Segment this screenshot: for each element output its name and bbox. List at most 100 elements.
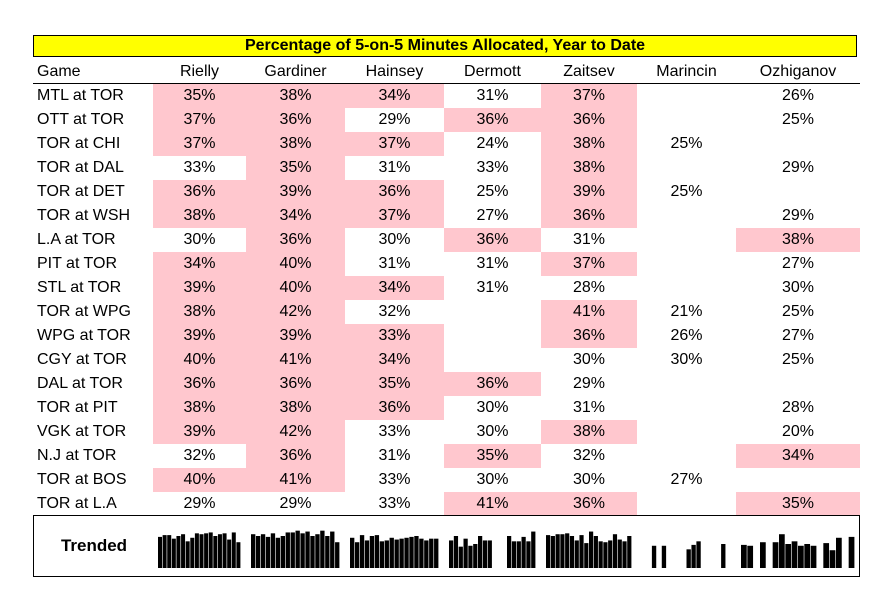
- marincin-cell: 25%: [670, 183, 703, 200]
- trend-bar-zaitsev: [589, 531, 594, 568]
- hainsey-cell: 37%: [345, 204, 444, 228]
- zaitsev-cell: 32%: [572, 447, 606, 464]
- trend-bar-ozhiganov: [798, 545, 804, 568]
- zaitsev-cell: 31%: [572, 231, 606, 248]
- gardiner-cell: 42%: [246, 300, 345, 324]
- table-header-row: Game Rielly Gardiner Hainsey Dermott Zai…: [33, 60, 860, 84]
- trend-bar-zaitsev: [617, 539, 622, 568]
- dermott-cell: 30%: [476, 423, 509, 440]
- marincin-cell: [637, 204, 736, 228]
- zaitsev-cell: 28%: [572, 279, 606, 296]
- trend-bar-ozhiganov: [810, 545, 817, 568]
- zaitsev-cell: 37%: [541, 84, 637, 108]
- game-cell: TOR at L.A: [37, 495, 117, 512]
- trend-panel: Trended: [33, 515, 860, 577]
- trend-bar-gardiner: [320, 530, 325, 568]
- table-title: Percentage of 5-on-5 Minutes Allocated, …: [33, 35, 857, 57]
- trend-bar-zaitsev: [584, 543, 589, 568]
- trend-bar-ozhiganov: [741, 544, 747, 568]
- trend-bar-gardiner: [275, 537, 281, 568]
- marincin-cell: [637, 108, 736, 132]
- game-cell: N.J at TOR: [37, 447, 117, 464]
- ozhiganov-cell: 27%: [781, 327, 815, 344]
- trend-bar-rielly: [208, 532, 213, 568]
- trend-bar-zaitsev: [622, 541, 627, 568]
- game-cell: PIT at TOR: [37, 255, 118, 272]
- dermott-cell: [444, 324, 541, 348]
- dermott-cell: 36%: [444, 372, 541, 396]
- trend-bar-hainsey: [374, 535, 380, 568]
- minutes-table: Game Rielly Gardiner Hainsey Dermott Zai…: [33, 60, 860, 516]
- zaitsev-cell: 31%: [572, 399, 606, 416]
- dermott-cell: 31%: [476, 255, 509, 272]
- zaitsev-cell: 36%: [541, 108, 637, 132]
- gardiner-cell: 42%: [246, 420, 345, 444]
- marincin-cell: [637, 84, 736, 108]
- trend-bar-rielly: [204, 533, 209, 568]
- gardiner-cell: 41%: [246, 348, 345, 372]
- ozhiganov-cell: 27%: [781, 255, 815, 272]
- ozhiganov-cell: [736, 180, 860, 204]
- trend-bar-marincin: [696, 541, 701, 568]
- dermott-cell: [444, 348, 541, 372]
- dermott-cell: 36%: [444, 108, 541, 132]
- marincin-cell: 30%: [670, 351, 703, 368]
- table-row: TOR at BOS 40% 41% 33% 30% 30% 27%: [33, 468, 860, 492]
- hainsey-cell: 33%: [378, 471, 411, 488]
- trend-bar-zaitsev: [569, 536, 575, 568]
- ozhiganov-cell: 25%: [781, 303, 815, 320]
- trend-bar-gardiner: [295, 530, 300, 568]
- table-row: VGK at TOR 39% 42% 33% 30% 38% 20%: [33, 420, 860, 444]
- dermott-cell: 36%: [444, 228, 541, 252]
- ozhiganov-cell: 25%: [781, 111, 815, 128]
- table-row: TOR at L.A 29% 29% 33% 41% 36% 35%: [33, 492, 860, 516]
- trend-sparklines: [158, 530, 855, 568]
- trend-bar-hainsey: [394, 539, 399, 568]
- table-row: STL at TOR 39% 40% 34% 31% 28% 30%: [33, 276, 860, 300]
- rielly-cell: 36%: [153, 372, 246, 396]
- table-row: WPG at TOR 39% 39% 33% 36% 26% 27%: [33, 324, 860, 348]
- marincin-cell: [637, 492, 736, 516]
- trend-bar-dermott: [473, 544, 478, 568]
- hainsey-cell: 30%: [378, 231, 411, 248]
- trend-bar-gardiner: [251, 534, 256, 568]
- trend-bar-zaitsev: [550, 536, 555, 568]
- trend-bar-rielly: [236, 542, 241, 568]
- trend-bar-gardiner: [330, 531, 335, 568]
- trend-bar-zaitsev: [593, 536, 598, 568]
- column-header-zaitsev: Zaitsev: [563, 63, 615, 80]
- marincin-cell: [637, 156, 736, 180]
- ozhiganov-cell: 38%: [736, 228, 860, 252]
- zaitsev-cell: 41%: [541, 300, 637, 324]
- trend-bar-rielly: [162, 535, 167, 568]
- hainsey-cell: 36%: [345, 180, 444, 204]
- ozhiganov-cell: 29%: [781, 207, 815, 224]
- marincin-cell: 27%: [670, 471, 703, 488]
- trend-bar-dermott: [458, 546, 463, 568]
- trend-bar-dermott: [511, 541, 517, 568]
- rielly-cell: 38%: [153, 396, 246, 420]
- dermott-cell: 35%: [444, 444, 541, 468]
- dermott-cell: 31%: [476, 87, 509, 104]
- ozhiganov-cell: 28%: [781, 399, 815, 416]
- table-row: DAL at TOR 36% 36% 35% 36% 29%: [33, 372, 860, 396]
- table-body: MTL at TOR 35% 38% 34% 31% 37% 26% OTT at TOR 37…: [33, 84, 860, 516]
- marincin-cell: [637, 396, 736, 420]
- gardiner-cell: 29%: [279, 495, 312, 512]
- trend-bar-ozhiganov: [772, 542, 779, 568]
- trend-bar-zaitsev: [560, 534, 565, 568]
- dermott-cell: 31%: [476, 279, 509, 296]
- trend-bar-gardiner: [285, 532, 290, 568]
- trend-bar-hainsey: [384, 540, 389, 568]
- trend-bar-dermott: [487, 540, 492, 568]
- trend-bar-marincin: [721, 544, 726, 568]
- trend-bar-zaitsev: [546, 535, 551, 568]
- marincin-cell: [637, 444, 736, 468]
- game-cell: VGK at TOR: [37, 423, 127, 440]
- zaitsev-cell: 38%: [541, 156, 637, 180]
- trend-bar-dermott: [521, 536, 526, 568]
- trend-bar-gardiner: [255, 536, 261, 568]
- dermott-cell: 41%: [444, 492, 541, 516]
- table-row: MTL at TOR 35% 38% 34% 31% 37% 26%: [33, 84, 860, 108]
- trend-bar-hainsey: [399, 538, 404, 568]
